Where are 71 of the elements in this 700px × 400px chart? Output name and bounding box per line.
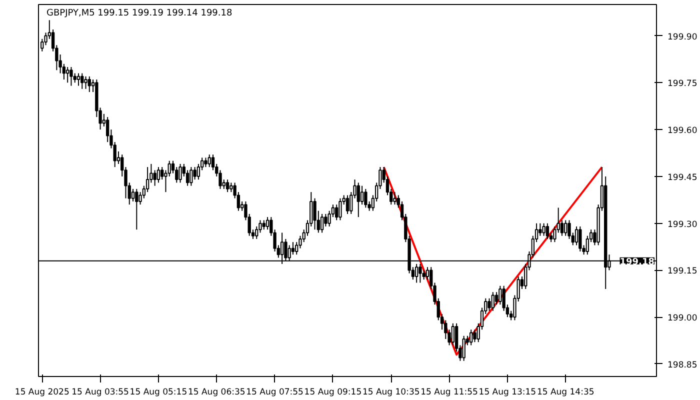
candlestick — [313, 198, 316, 230]
candlestick — [324, 213, 328, 227]
candlestick — [168, 160, 171, 177]
candlestick — [470, 329, 473, 346]
candlestick — [66, 66, 70, 84]
candlestick — [262, 220, 266, 230]
y-tick-label: 199.15 — [668, 266, 698, 277]
x-tick-label: 15 Aug 14:35 — [536, 388, 594, 398]
y-tick-label: 199.00 — [668, 314, 698, 324]
y-tick-label: 199.60 — [668, 126, 698, 136]
candlestick — [204, 157, 208, 168]
text: GBPJPY,M5 199.15 199.19 199.14 199.18 — [46, 8, 232, 18]
candlestick — [131, 188, 135, 202]
x-tick-label: 15 Aug 06:35 — [188, 388, 246, 398]
candlestick — [80, 72, 84, 90]
candlestick — [360, 185, 364, 206]
candlestick — [178, 163, 182, 184]
y-tick-label: 199.45 — [668, 172, 698, 183]
candlestick — [346, 194, 350, 214]
candlestick — [190, 166, 193, 186]
candlestick — [70, 66, 73, 86]
candlestick — [76, 72, 80, 86]
x-tick-label: 15 Aug 07:55 — [246, 388, 304, 398]
y-tick-label: 199.75 — [668, 79, 698, 90]
candlestick — [418, 263, 422, 284]
x-tick-label: 15 Aug 10:35 — [362, 388, 420, 398]
candlestick — [498, 285, 502, 306]
candlestick — [226, 179, 230, 193]
candlestick — [338, 198, 342, 221]
candlestick — [491, 292, 494, 312]
candlestick — [135, 188, 138, 230]
candlestick — [473, 329, 476, 343]
candlestick — [156, 166, 160, 184]
candlestick — [546, 222, 550, 240]
candlestick — [40, 38, 44, 52]
x-tick-label: 15 Aug 2025 — [14, 388, 70, 398]
candlestick — [84, 76, 88, 90]
candlestick — [414, 263, 418, 284]
candlestick — [364, 188, 368, 208]
x-tick-label: 15 Aug 05:15 — [130, 388, 188, 398]
candlestick — [422, 270, 426, 280]
candlestick — [335, 204, 338, 221]
candlestick — [451, 322, 455, 346]
y-tick-label: 199.90 — [668, 32, 698, 42]
candlestick — [574, 226, 578, 246]
candlestick — [320, 213, 324, 234]
candlestick — [564, 220, 568, 236]
x-tick-label: 15 Aug 03:55 — [72, 388, 129, 398]
x-tick-label: 15 Aug 11:55 — [420, 388, 478, 398]
candlestick — [255, 226, 258, 240]
y-tick-label: 199.30 — [668, 220, 698, 230]
candlestick — [578, 226, 582, 252]
candlestick — [291, 242, 295, 256]
candlestick — [73, 72, 76, 84]
candlestick — [266, 216, 270, 230]
candlestick — [230, 182, 233, 193]
y-tick-label: 198.85 — [668, 360, 698, 370]
candlestick — [208, 154, 211, 168]
ref-line-label: 199.18 — [620, 257, 655, 268]
candlestick — [542, 222, 546, 236]
candlestick — [538, 222, 542, 236]
candlestick — [153, 170, 156, 186]
x-tick-label: 15 Aug 09:15 — [304, 388, 362, 398]
candlestick — [488, 298, 491, 312]
candlestick — [393, 192, 396, 206]
x-tick-label: 15 Aug 13:15 — [478, 388, 536, 398]
candlestick — [88, 76, 91, 93]
candlestick — [494, 292, 498, 306]
candlestick — [193, 166, 196, 180]
candlestick — [462, 335, 466, 362]
candlestick — [356, 182, 360, 218]
